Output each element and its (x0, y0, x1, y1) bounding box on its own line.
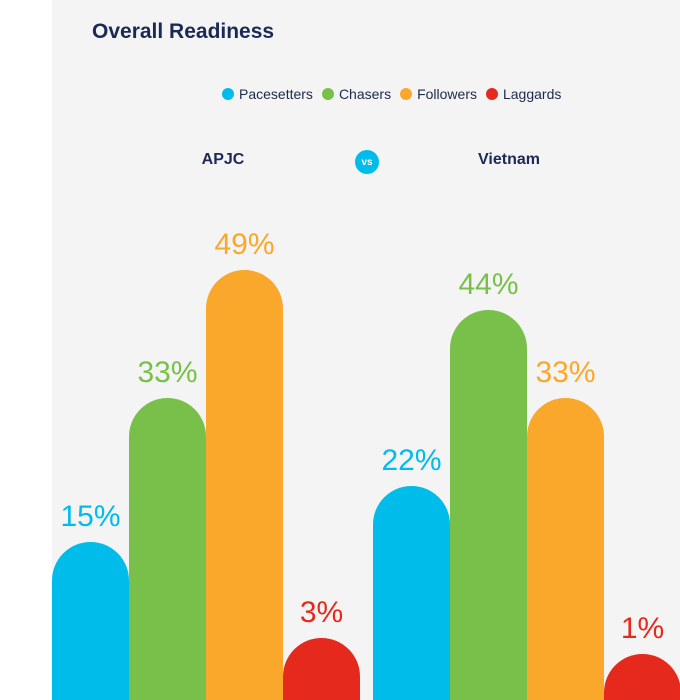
data-label-apjc-pacesetters: 15% (60, 499, 121, 533)
legend-swatch-followers (400, 88, 413, 100)
legend-item-pacesetters: Pacesetters (222, 86, 313, 102)
chart-title: Overall Readiness (92, 20, 275, 43)
legend-label-followers: Followers (417, 86, 477, 102)
data-label-apjc-laggards: 3% (299, 595, 344, 629)
data-label-vietnam-laggards: 1% (620, 611, 665, 645)
bar-apjc-pacesetters (52, 541, 129, 700)
group-label-apjc: APJC (201, 151, 245, 168)
legend-label-chasers: Chasers (338, 86, 392, 102)
legend-item-laggards: Laggards (485, 86, 562, 102)
bar-apjc-laggards (283, 637, 360, 700)
data-label-vietnam-pacesetters: 22% (381, 443, 442, 477)
vs-badge: vs (355, 150, 379, 174)
bar-vietnam-chasers (450, 309, 527, 700)
legend: Pacesetters Chasers Followers Laggards (222, 86, 561, 102)
group-label-vietnam: Vietnam (478, 151, 540, 168)
bar-apjc-chasers (129, 397, 206, 700)
legend-swatch-chasers (321, 88, 334, 100)
legend-swatch-laggards (485, 88, 498, 100)
legend-swatch-pacesetters (222, 88, 234, 100)
bar-vietnam-followers (527, 397, 604, 700)
legend-item-chasers: Chasers (321, 86, 392, 102)
bar-apjc-followers (206, 269, 283, 700)
data-label-apjc-chasers: 33% (137, 355, 198, 389)
data-label-vietnam-chasers: 44% (458, 267, 519, 301)
data-label-apjc-followers: 49% (214, 227, 275, 261)
bar-vietnam-pacesetters (373, 485, 450, 700)
legend-label-pacesetters: Pacesetters (239, 86, 313, 102)
data-label-vietnam-followers: 33% (535, 355, 596, 389)
legend-label-laggards: Laggards (502, 86, 562, 102)
legend-item-followers: Followers (400, 86, 477, 102)
